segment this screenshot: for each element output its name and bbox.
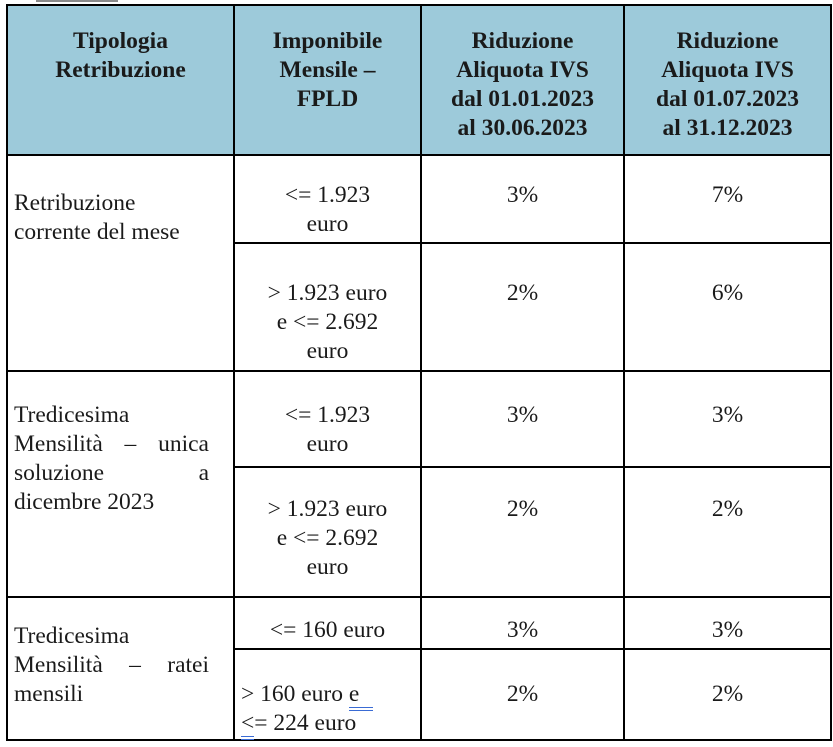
cell-imponibile-with-grammar-marks: > 160 euro e <= 224 euro [233, 648, 422, 741]
cell-riduzione-h1: 2% [420, 648, 625, 741]
tipologia-line: dicembre 2023 [14, 489, 155, 515]
tipologia-line: Retribuzione [14, 190, 136, 216]
header-tipologia-retribuzione: Tipologia Retribuzione [6, 4, 235, 156]
cell-imponibile: > 1.923 euro e <= 2.692 euro [233, 466, 422, 598]
ivs-contribution-reduction-table: Tipologia Retribuzione Imponibile Mensil… [6, 4, 832, 741]
tipologia-line: Mensilità – ratei [14, 652, 209, 678]
cell-tipologia-tredicesima-unica: Tredicesima Mensilità – unica soluzione … [6, 370, 235, 598]
header-imponibile-mensile-fpld: Imponibile Mensile – FPLD [233, 4, 422, 156]
cell-riduzione-h2: 3% [623, 596, 832, 650]
cell-riduzione-h2: 2% [623, 466, 832, 598]
cell-riduzione-h2: 3% [623, 370, 832, 468]
table-row: > 1.923 euro e <= 2.692 euro 2% 6% [7, 242, 832, 372]
table-header-row: Tipologia Retribuzione Imponibile Mensil… [6, 4, 832, 156]
tipologia-line: Mensilità – unica [14, 431, 209, 457]
table-row: > 160 euro e <= 224 euro 2% 2% [7, 648, 832, 741]
grammar-underline-mark: e [348, 681, 374, 711]
cell-riduzione-h2: 7% [623, 154, 832, 244]
cell-imponibile: <= 1.923 euro [233, 154, 422, 244]
tipologia-line: soluzione a [14, 460, 209, 486]
header-riduzione-ivs-secondo-semestre: Riduzione Aliquota IVS dal 01.07.2023 al… [623, 4, 832, 156]
imponibile-line: > 160 euro e [241, 680, 420, 711]
cell-imponibile: <= 1.923 euro [233, 370, 422, 468]
cell-tipologia-tredicesima-ratei: Tredicesima Mensilità – ratei mensili [6, 596, 235, 741]
imponibile-text: > 160 euro [241, 681, 349, 707]
header-riduzione-ivs-primo-semestre: Riduzione Aliquota IVS dal 01.01.2023 al… [420, 4, 625, 156]
crop-artifact [36, 0, 118, 2]
tipologia-line: mensili [14, 681, 84, 707]
cell-riduzione-h1: 3% [420, 596, 625, 650]
table-row: Tredicesima Mensilità – unica soluzione … [6, 370, 832, 598]
table-row: Retribuzione corrente del mese <= 1.923 … [6, 154, 832, 372]
cell-imponibile: <= 160 euro [233, 596, 422, 650]
cell-tipologia-retribuzione-corrente: Retribuzione corrente del mese [6, 154, 235, 372]
tipologia-line: Tredicesima [14, 402, 130, 428]
tipologia-line: Tredicesima [14, 623, 130, 649]
imponibile-text: = 224 euro [254, 710, 357, 736]
table-row: > 1.923 euro e <= 2.692 euro 2% 2% [7, 466, 832, 598]
imponibile-line: <= 224 euro [241, 709, 420, 740]
cell-riduzione-h1: 2% [420, 466, 625, 598]
cell-imponibile: > 1.923 euro e <= 2.692 euro [233, 242, 422, 372]
tipologia-line: corrente del mese [14, 219, 180, 245]
cell-riduzione-h1: 2% [420, 242, 625, 372]
cell-riduzione-h2: 6% [623, 242, 832, 372]
grammar-underline-mark: < [241, 710, 255, 740]
cell-riduzione-h2: 2% [623, 648, 832, 741]
cell-riduzione-h1: 3% [420, 370, 625, 468]
table-row: Tredicesima Mensilità – ratei mensili <=… [6, 596, 832, 741]
cell-riduzione-h1: 3% [420, 154, 625, 244]
